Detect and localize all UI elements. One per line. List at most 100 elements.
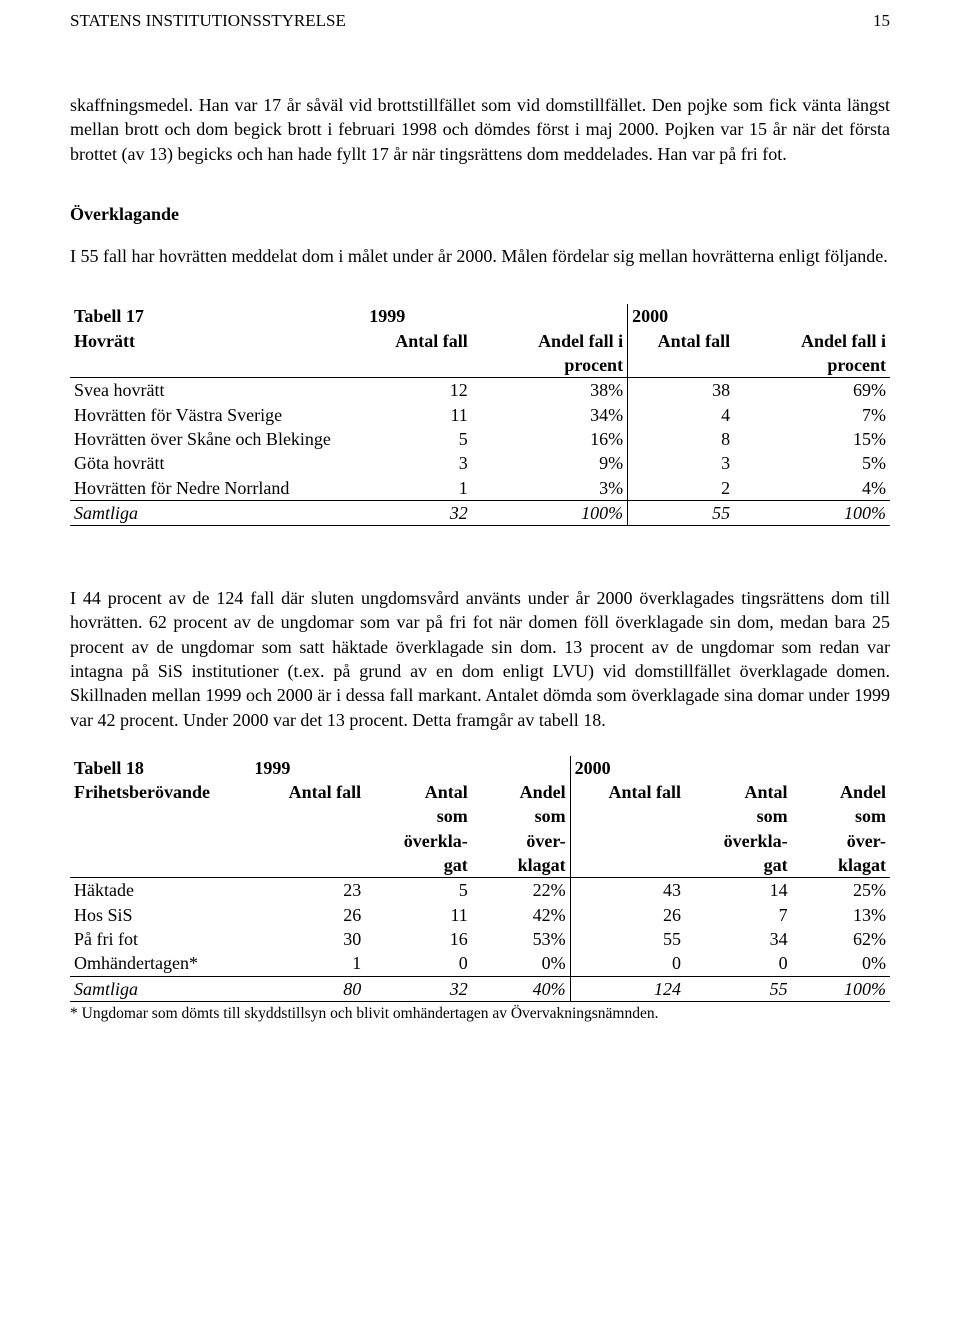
table-row: Göta hovrätt 3 9% 3 5% <box>70 451 890 475</box>
cell: 2 <box>628 476 735 501</box>
table-row: Hovrätten över Skåne och Blekinge 5 16% … <box>70 427 890 451</box>
paragraph-3: I 44 procent av de 124 fall där sluten u… <box>70 586 890 732</box>
cell: 100% <box>792 976 890 1001</box>
cell: 32 <box>365 976 472 1001</box>
cell: 8 <box>628 427 735 451</box>
cell: 43 <box>570 878 685 903</box>
table-17-col-a2-l2: procent <box>472 353 628 378</box>
cell: Samtliga <box>70 976 250 1001</box>
table-row: Häktade 23 5 22% 43 14 25% <box>70 878 890 903</box>
cell: 23 <box>250 878 365 903</box>
cell: Samtliga <box>70 500 365 525</box>
cell: 69% <box>734 378 890 403</box>
cell: 1 <box>250 951 365 976</box>
table-18-rowlabel: Frihetsberövande <box>70 780 250 804</box>
table-17-col-b2-l1: Andel fall i <box>734 329 890 353</box>
table-18-title: Tabell 18 <box>70 756 250 780</box>
cell: 5 <box>365 427 472 451</box>
cell: Hovrätten för Västra Sverige <box>70 403 365 427</box>
table-row: Hovrätten för Nedre Norrland 1 3% 2 4% <box>70 476 890 501</box>
cell: 16 <box>365 927 472 951</box>
cell: Omhändertagen* <box>70 951 250 976</box>
cell: Göta hovrätt <box>70 451 365 475</box>
cell: 3 <box>628 451 735 475</box>
table-17-total: Samtliga 32 100% 55 100% <box>70 500 890 525</box>
cell: 124 <box>570 976 685 1001</box>
cell: 13% <box>792 903 890 927</box>
table-row: Hos SiS 26 11 42% 26 7 13% <box>70 903 890 927</box>
cell: som <box>685 804 792 828</box>
table-row: Svea hovrätt 12 38% 38 69% <box>70 378 890 403</box>
cell: 0 <box>570 951 685 976</box>
cell: 5% <box>734 451 890 475</box>
cell: 25% <box>792 878 890 903</box>
cell: 11 <box>365 403 472 427</box>
page-header: STATENS INSTITUTIONSSTYRELSE 15 <box>70 10 890 33</box>
cell: 4 <box>628 403 735 427</box>
org-name: STATENS INSTITUTIONSSTYRELSE <box>70 10 346 33</box>
cell: 40% <box>472 976 570 1001</box>
table-17-rowlabel: Hovrätt <box>70 329 365 353</box>
cell: 3 <box>365 451 472 475</box>
cell: 32 <box>365 500 472 525</box>
paragraph-2: I 55 fall har hovrätten meddelat dom i m… <box>70 244 890 268</box>
page-number: 15 <box>873 10 890 33</box>
cell: gat <box>685 853 792 878</box>
cell: Hovrätten över Skåne och Blekinge <box>70 427 365 451</box>
cell: 0 <box>685 951 792 976</box>
page: STATENS INSTITUTIONSSTYRELSE 15 skaffnin… <box>0 0 960 1055</box>
table-17-year-b: 2000 <box>628 304 735 328</box>
cell: 7 <box>685 903 792 927</box>
cell: 5 <box>365 878 472 903</box>
cell: Antal fall <box>570 780 685 804</box>
cell: 0% <box>472 951 570 976</box>
cell: Hos SiS <box>70 903 250 927</box>
cell: Andel <box>472 780 570 804</box>
cell: gat <box>365 853 472 878</box>
cell: 100% <box>734 500 890 525</box>
cell: Häktade <box>70 878 250 903</box>
cell: 9% <box>472 451 628 475</box>
table-18-header-l1: Frihetsberövande Antal fall Antal Andel … <box>70 780 890 804</box>
cell: 26 <box>250 903 365 927</box>
cell: 38 <box>628 378 735 403</box>
cell: 16% <box>472 427 628 451</box>
cell: 22% <box>472 878 570 903</box>
table-row: Hovrätten för Västra Sverige 11 34% 4 7% <box>70 403 890 427</box>
table-18-year-a: 1999 <box>250 756 365 780</box>
table-18-year-b: 2000 <box>570 756 685 780</box>
table-17-col-b1: Antal fall <box>628 329 735 353</box>
cell: 11 <box>365 903 472 927</box>
cell: över- <box>472 829 570 853</box>
table-18-header-l2: som som som som <box>70 804 890 828</box>
cell: 55 <box>685 976 792 1001</box>
cell: 7% <box>734 403 890 427</box>
cell: 38% <box>472 378 628 403</box>
cell: 0 <box>365 951 472 976</box>
table-17-col-a1: Antal fall <box>365 329 472 353</box>
cell: 3% <box>472 476 628 501</box>
cell: som <box>365 804 472 828</box>
table-row: Omhändertagen* 1 0 0% 0 0 0% <box>70 951 890 976</box>
table-18-total: Samtliga 80 32 40% 124 55 100% <box>70 976 890 1001</box>
cell: 34% <box>472 403 628 427</box>
table-18-header-years: Tabell 18 1999 2000 <box>70 756 890 780</box>
cell: Andel <box>792 780 890 804</box>
cell: 14 <box>685 878 792 903</box>
table-18-header-l4: gat klagat gat klagat <box>70 853 890 878</box>
table-18-header-l3: överkla- över- överkla- över- <box>70 829 890 853</box>
table-17-header-years: Tabell 17 1999 2000 <box>70 304 890 328</box>
cell: 12 <box>365 378 472 403</box>
table-18: Tabell 18 1999 2000 Frihetsberövande Ant… <box>70 756 890 1002</box>
cell: Antal <box>685 780 792 804</box>
table-17-year-a: 1999 <box>365 304 472 328</box>
table-17-col-a2-l1: Andel fall i <box>472 329 628 353</box>
table-17: Tabell 17 1999 2000 Hovrätt Antal fall A… <box>70 304 890 526</box>
cell: som <box>792 804 890 828</box>
cell: 62% <box>792 927 890 951</box>
cell: På fri fot <box>70 927 250 951</box>
table-17-header-cols-1: Hovrätt Antal fall Andel fall i Antal fa… <box>70 329 890 353</box>
table-17-title: Tabell 17 <box>70 304 365 328</box>
cell: över- <box>792 829 890 853</box>
cell: 0% <box>792 951 890 976</box>
